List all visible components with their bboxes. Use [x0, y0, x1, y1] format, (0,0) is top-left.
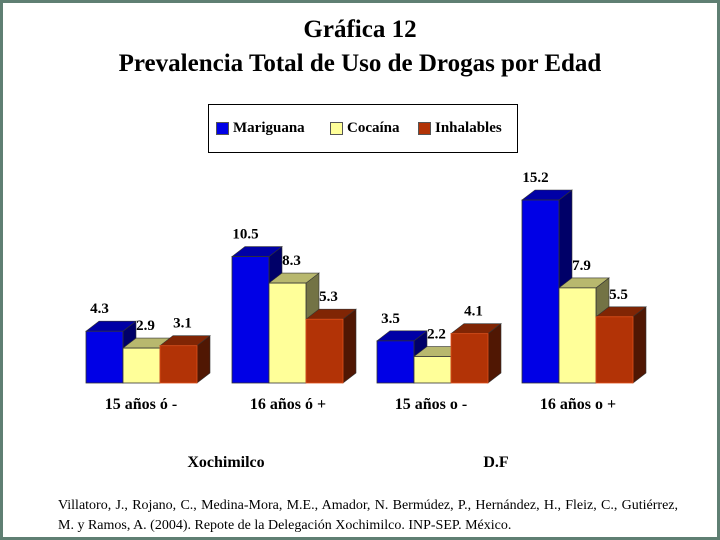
value-label-cocana-4: 7.9 — [572, 258, 591, 274]
value-label-cocana-3: 2.2 — [427, 327, 446, 343]
bar-side-face — [342, 308, 357, 384]
bar-inhalables-2 — [305, 308, 357, 384]
legend-item-mariguana: Mariguana — [216, 120, 305, 137]
group-label-xochimilco: Xochimilco — [187, 454, 265, 471]
bar-front-face — [85, 330, 124, 384]
category-label-3: 15 años o - — [394, 396, 468, 413]
bar-front-face — [521, 199, 560, 384]
value-label-inhalables-1: 3.1 — [173, 316, 192, 332]
value-label-inhalables-3: 4.1 — [464, 304, 483, 320]
value-label-cocana-1: 2.9 — [136, 318, 155, 334]
category-label-4: 16 años o + — [539, 396, 617, 413]
value-label-inhalables-2: 5.3 — [319, 289, 338, 305]
bar-front-face — [450, 333, 489, 384]
bar-front-face — [268, 282, 307, 384]
bar-inhalables-3 — [450, 323, 502, 384]
bar-front-face — [595, 316, 634, 384]
value-label-inhalables-4: 5.5 — [609, 287, 628, 303]
bar-front-face — [305, 318, 344, 384]
value-label-mariguana-2: 10.5 — [232, 227, 258, 243]
bar-front-face — [231, 256, 270, 384]
value-label-mariguana-1: 4.3 — [90, 301, 109, 317]
bar-inhalables-1 — [159, 335, 211, 384]
bar-front-face — [558, 287, 597, 384]
category-label-1: 15 años ó - — [104, 396, 178, 413]
bar-front-face — [376, 340, 415, 384]
group-label-df: D.F — [483, 454, 509, 471]
chart-title: Gráfica 12 — [303, 16, 417, 43]
bar-side-face — [632, 306, 647, 384]
category-label-2: 16 años ó + — [249, 396, 327, 413]
bar-inhalables-4 — [595, 306, 647, 384]
legend-swatch-cocaina — [330, 122, 343, 135]
bar-front-face — [413, 356, 452, 384]
legend-label-cocaina: Cocaína — [347, 120, 400, 136]
bar-front-face — [159, 345, 198, 384]
legend-swatch-mariguana — [216, 122, 229, 135]
chart-legend: Mariguana Cocaína Inhalables — [208, 104, 518, 153]
value-label-mariguana-4: 15.2 — [522, 170, 548, 186]
chart-subtitle: Prevalencia Total de Uso de Drogas por E… — [118, 50, 602, 77]
legend-item-cocaina: Cocaína — [330, 120, 400, 137]
legend-item-inhalables: Inhalables — [418, 120, 502, 137]
value-label-mariguana-3: 3.5 — [381, 311, 400, 327]
legend-label-mariguana: Mariguana — [233, 120, 305, 136]
bar-side-face — [487, 323, 502, 384]
legend-label-inhalables: Inhalables — [435, 120, 502, 136]
value-label-cocana-2: 8.3 — [282, 253, 301, 269]
legend-swatch-inhalables — [418, 122, 431, 135]
bar-front-face — [122, 347, 161, 384]
source-citation: Villatoro, J., Rojano, C., Medina-Mora, … — [58, 498, 678, 533]
